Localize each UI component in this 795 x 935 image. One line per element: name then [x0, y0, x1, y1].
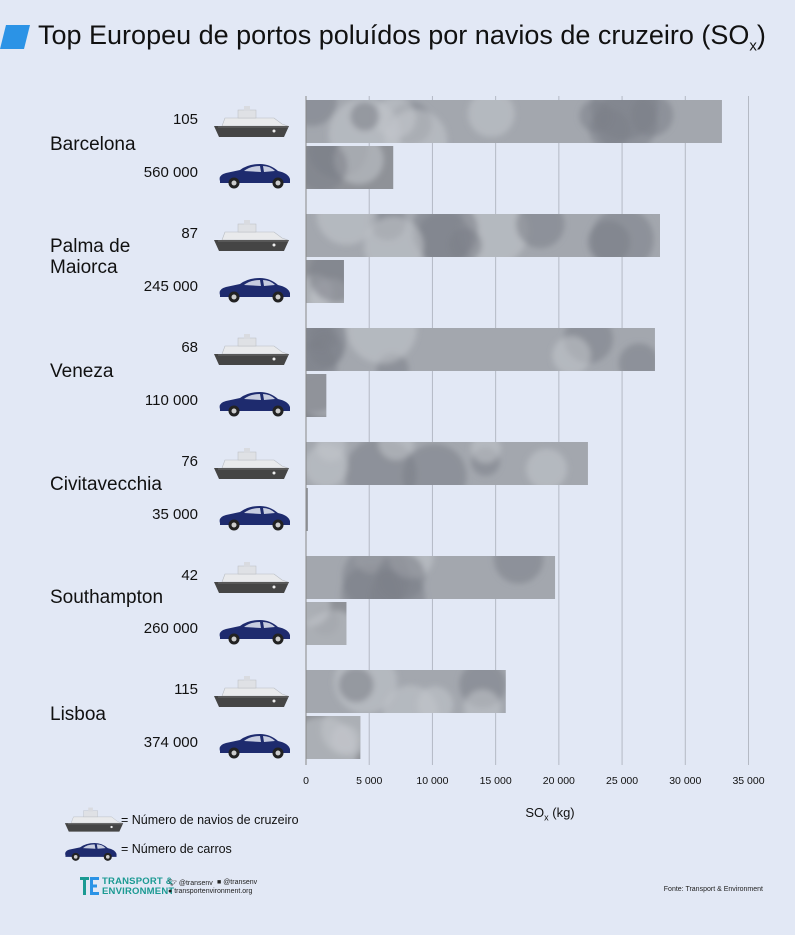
car-bar-4 — [306, 602, 347, 645]
ship-bar-2 — [306, 328, 655, 371]
page-title: Top Europeu de portos poluídos por navio… — [38, 20, 766, 55]
x-tick-label: 25 000 — [606, 775, 639, 787]
twitter-handle[interactable]: 🐦︎ @transenv — [168, 880, 213, 887]
x-tick-label: 10 000 — [416, 775, 449, 787]
ship-bar-4 — [306, 556, 556, 599]
car-icon — [219, 506, 290, 531]
facebook-icon: ■ — [217, 879, 224, 886]
car-bar-3 — [306, 488, 308, 531]
ship-count-label: 115 — [174, 681, 198, 698]
cruise-ship-icon — [213, 105, 290, 138]
ship-bar-5 — [306, 670, 506, 713]
car-count-label: 560 000 — [143, 164, 198, 181]
org-name-line2: ENVIRONMENT — [102, 886, 175, 897]
x-tick-label: 0 — [303, 775, 309, 787]
website-link[interactable]: ● transportenvironment.org — [168, 888, 253, 895]
cruise-ship-icon — [213, 219, 290, 252]
car-icon — [219, 392, 290, 417]
ship-count-label: 68 — [181, 339, 198, 356]
x-axis-label: SOx (kg) — [525, 805, 575, 823]
car-icon — [219, 734, 290, 759]
title-accent-icon — [0, 25, 30, 49]
category-label: Barcelona — [50, 134, 136, 155]
car-icon — [219, 164, 290, 189]
cruise-ship-icon — [213, 675, 290, 708]
ship-count-label: 76 — [181, 453, 198, 470]
category-label: Lisboa — [50, 704, 106, 725]
org-name-line1: TRANSPORT & — [102, 876, 173, 887]
legend-car-icon — [65, 842, 117, 861]
x-tick-label: 20 000 — [542, 775, 575, 787]
category-label: Southampton — [50, 587, 164, 608]
car-count-label: 110 000 — [144, 392, 198, 409]
facebook-handle[interactable]: ■ @transenv — [217, 879, 258, 886]
car-bar-0 — [306, 146, 394, 189]
ship-count-label: 105 — [172, 111, 198, 128]
car-count-label: 245 000 — [143, 278, 198, 295]
ship-bar-0 — [306, 100, 722, 143]
car-count-label: 35 000 — [152, 506, 198, 523]
category-label: Veneza — [50, 361, 114, 382]
source-note: Fonte: Transport & Environment — [663, 886, 763, 893]
car-icon — [219, 620, 290, 645]
te-logo-icon — [80, 877, 99, 895]
globe-icon: ● — [168, 888, 175, 895]
x-tick-label: 5 000 — [356, 775, 383, 787]
ship-bar-1 — [306, 214, 660, 257]
ship-bar-3 — [306, 442, 588, 485]
twitter-icon: 🐦︎ — [168, 880, 179, 887]
car-count-label: 260 000 — [143, 620, 198, 637]
car-count-label: 374 000 — [143, 734, 198, 751]
cruise-ship-icon — [213, 561, 290, 594]
category-label: Palma de Maiorca — [50, 236, 131, 278]
ship-count-label: 42 — [181, 567, 198, 584]
category-label: Civitavecchia — [50, 474, 162, 495]
x-tick-label: 35 000 — [732, 775, 765, 787]
cruise-ship-icon — [213, 447, 290, 480]
car-icon — [219, 278, 290, 303]
car-bar-1 — [306, 260, 344, 303]
car-bar-2 — [306, 374, 327, 417]
cruise-ship-icon — [213, 333, 290, 366]
x-tick-label: 15 000 — [479, 775, 512, 787]
legend-cars-label: = Número de carros — [121, 842, 232, 856]
ship-count-label: 87 — [181, 225, 198, 242]
x-tick-label: 30 000 — [669, 775, 702, 787]
legend-ships-label: = Número de navios de cruzeiro — [121, 813, 299, 827]
car-bar-5 — [306, 716, 361, 759]
